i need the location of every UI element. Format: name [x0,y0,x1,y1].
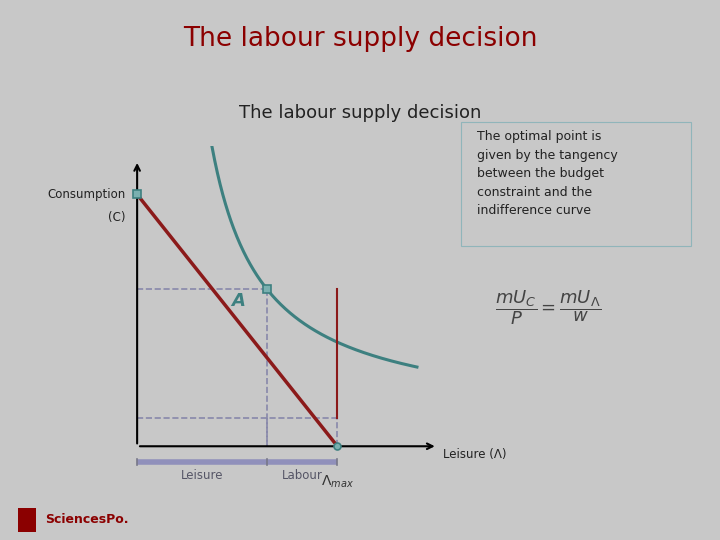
Bar [18,508,36,532]
Text: Leisure: Leisure [181,469,223,482]
Text: The optimal point is
given by the tangency
between the budget
constraint and the: The optimal point is given by the tangen… [477,130,618,217]
Text: SciencesPo.: SciencesPo. [45,513,128,526]
Text: The labour supply decision: The labour supply decision [239,104,481,123]
Text: Leisure (Λ): Leisure (Λ) [444,448,507,461]
Text: The labour supply decision: The labour supply decision [183,26,537,52]
Text: $\Lambda_{max}$: $\Lambda_{max}$ [321,474,354,490]
Text: (C): (C) [108,211,125,224]
Text: Consumption: Consumption [47,188,125,201]
Text: $\dfrac{mU_C}{P} = \dfrac{mU_\Lambda}{w}$: $\dfrac{mU_C}{P} = \dfrac{mU_\Lambda}{w}… [495,288,601,327]
Text: A: A [231,292,246,310]
Text: Labour: Labour [282,469,323,482]
